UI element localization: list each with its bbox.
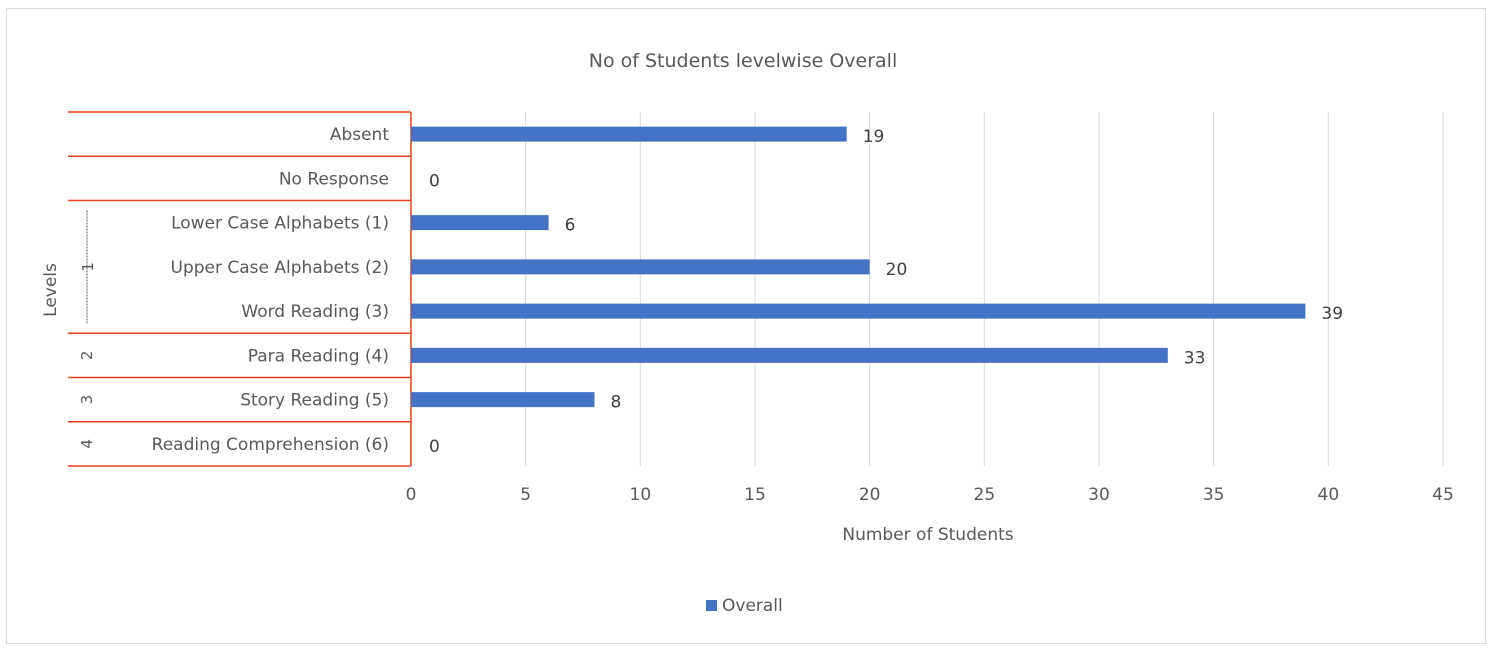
- x-tick-label: 5: [520, 485, 531, 505]
- category-labels: Absent No Response Lower Case Alphabets (1…: [152, 125, 390, 455]
- data-label: 20: [886, 260, 908, 280]
- gridlines: [525, 112, 1444, 466]
- bar: [411, 259, 870, 275]
- bar: [411, 215, 549, 231]
- data-label: 39: [1321, 304, 1343, 324]
- legend: Overall: [706, 596, 783, 616]
- legend-label-overall: Overall: [722, 596, 783, 616]
- category-label: No Response: [279, 169, 389, 189]
- chart-frame: [6, 8, 1486, 644]
- x-axis-title: Number of Students: [842, 525, 1013, 545]
- group-label: 1: [79, 262, 97, 272]
- x-tick-label: 45: [1432, 485, 1454, 505]
- data-label: 8: [610, 393, 621, 413]
- bar: [411, 347, 1168, 363]
- data-labels: 19 0 6 20 39 33 8 0: [429, 127, 1343, 457]
- x-tick-label: 15: [744, 485, 766, 505]
- data-label: 0: [429, 437, 440, 457]
- x-tick-label: 25: [974, 485, 996, 505]
- category-label: Story Reading (5): [240, 391, 389, 411]
- chart-title: No of Students levelwise Overall: [589, 50, 898, 72]
- category-label: Word Reading (3): [241, 302, 389, 322]
- y-axis-title: Levels: [41, 263, 61, 317]
- data-label: 19: [863, 127, 885, 147]
- category-label: Para Reading (4): [248, 346, 389, 366]
- x-tick-label: 30: [1088, 485, 1110, 505]
- category-label: Upper Case Alphabets (2): [171, 258, 389, 278]
- data-label: 0: [429, 171, 440, 191]
- x-tick-label: 0: [406, 485, 417, 505]
- legend-swatch-overall: [706, 600, 717, 611]
- group-labels: 1 2 3 4: [78, 210, 97, 449]
- x-tick-label: 40: [1318, 485, 1340, 505]
- bar: [411, 303, 1306, 319]
- group-label: 3: [78, 395, 96, 405]
- x-tick-labels: 0 5 10 15 20 25 30 35 40 45: [406, 485, 1454, 505]
- data-label: 6: [565, 216, 576, 236]
- group-label: 2: [78, 351, 96, 361]
- category-label: Reading Comprehension (6): [152, 435, 389, 455]
- x-tick-label: 35: [1203, 485, 1225, 505]
- x-tick-label: 20: [859, 485, 881, 505]
- bar: [411, 392, 595, 408]
- category-outline: [68, 111, 412, 467]
- category-label: Lower Case Alphabets (1): [171, 214, 389, 234]
- category-label: Absent: [330, 125, 390, 145]
- data-label: 33: [1184, 348, 1206, 368]
- x-tick-label: 10: [630, 485, 652, 505]
- bar: [411, 126, 847, 142]
- group-label: 4: [78, 439, 96, 449]
- bars: [411, 126, 1306, 408]
